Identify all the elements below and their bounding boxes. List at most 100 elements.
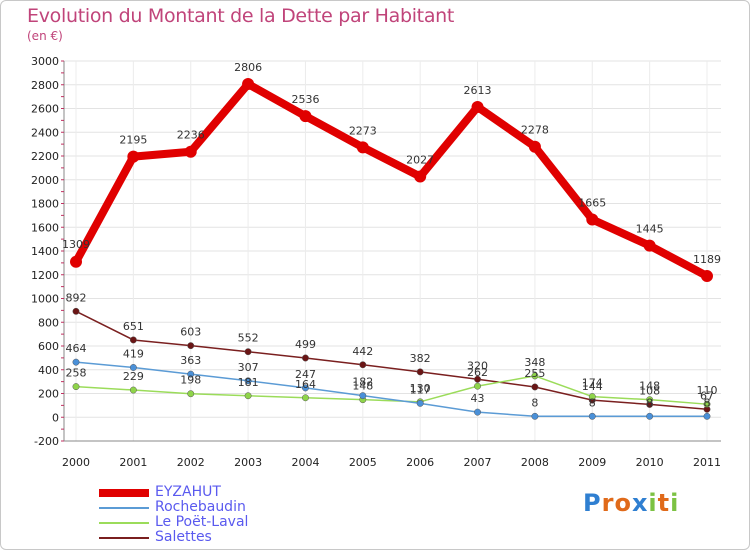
data-point <box>414 170 427 183</box>
data-label: 1189 <box>693 253 721 266</box>
x-tick-label: 2007 <box>464 456 492 469</box>
data-point <box>184 145 197 158</box>
data-point <box>187 390 195 398</box>
legend-item: EYZAHUT <box>99 484 319 500</box>
legend-label: EYZAHUT <box>155 484 221 500</box>
logo-letter: P <box>583 489 602 517</box>
legend-label: Rochebaudin <box>155 499 246 515</box>
data-label: 181 <box>238 376 259 389</box>
data-point <box>646 412 654 420</box>
y-tick-label: 0 <box>52 411 59 424</box>
data-point <box>244 348 252 356</box>
x-tick-label: 2004 <box>291 456 319 469</box>
y-tick-label: 1600 <box>31 221 59 234</box>
data-label: 552 <box>238 332 259 345</box>
x-tick-label: 2006 <box>406 456 434 469</box>
data-point <box>703 412 711 420</box>
data-point <box>244 392 252 400</box>
y-tick-label: 1400 <box>31 245 59 258</box>
logo-letter: o <box>614 489 632 517</box>
data-label: 348 <box>524 356 545 369</box>
data-label: 499 <box>295 338 316 351</box>
series-line-salettes <box>75 310 708 411</box>
logo-letter: i <box>670 489 680 517</box>
data-point <box>129 386 137 394</box>
data-label: 117 <box>410 383 431 396</box>
axis-layer: -200 0 200 400 600 800 1000 1200 1400 1600 1800 200… <box>31 55 721 469</box>
data-point <box>187 342 195 350</box>
legend-item: Le Poët-Laval <box>99 514 319 530</box>
data-label: 198 <box>180 374 201 387</box>
data-label: 464 <box>66 342 87 355</box>
x-tick-label: 2001 <box>119 456 147 469</box>
data-label: 229 <box>123 370 144 383</box>
data-label: 67 <box>700 389 714 402</box>
x-tick-label: 2000 <box>62 456 90 469</box>
data-label: 144 <box>582 380 603 393</box>
legend-swatch <box>99 522 149 524</box>
data-label: 2273 <box>349 124 377 137</box>
data-point <box>359 361 367 369</box>
legend-label: Le Poët-Laval <box>155 514 249 530</box>
data-point <box>187 370 195 378</box>
data-point <box>127 150 140 163</box>
data-label: 8 <box>531 396 538 409</box>
data-label: 419 <box>123 347 144 360</box>
data-point <box>70 255 82 268</box>
data-point <box>72 358 80 366</box>
y-tick-label: 3000 <box>31 55 59 68</box>
data-label: 307 <box>238 361 259 374</box>
data-label: 174 <box>582 377 603 390</box>
chart-subtitle: (en €) <box>27 29 63 43</box>
data-point <box>129 364 137 371</box>
x-tick-label: 2011 <box>693 456 721 469</box>
series-layer <box>70 78 713 420</box>
data-point <box>643 239 656 252</box>
data-point <box>471 100 484 113</box>
y-tick-label: 2400 <box>31 126 59 139</box>
data-point <box>701 270 713 283</box>
y-tick-label: 2600 <box>31 103 59 116</box>
series-line-rochebaudin <box>75 361 708 418</box>
data-label: 8 <box>704 396 711 409</box>
data-label: 258 <box>66 367 87 380</box>
legend-label: Salettes <box>155 529 212 545</box>
y-tick-label: 200 <box>38 388 59 401</box>
data-point <box>302 384 309 392</box>
data-label: 651 <box>123 320 144 333</box>
y-tick-label: 2200 <box>31 150 59 163</box>
data-point <box>244 377 252 385</box>
x-tick-label: 2010 <box>636 456 664 469</box>
data-label: 2613 <box>464 84 492 97</box>
data-point <box>531 412 539 420</box>
logo-letter: r <box>601 489 615 517</box>
data-label-layer: 892 651 603 552 499 442 382 320 255 144 108 67 258 22… <box>62 61 721 409</box>
logo-letter: x <box>631 489 649 517</box>
data-label: 892 <box>66 291 87 304</box>
x-tick-label: 2002 <box>177 456 205 469</box>
data-label: 2806 <box>234 61 262 74</box>
data-label: 2536 <box>291 93 319 106</box>
logo-letter: i <box>648 489 658 517</box>
data-label: 1309 <box>62 238 90 251</box>
data-label: 255 <box>524 367 545 380</box>
data-label: 2236 <box>177 129 205 142</box>
x-tick-label: 2005 <box>349 456 377 469</box>
data-point <box>531 383 539 391</box>
y-tick-label: 600 <box>38 340 59 353</box>
data-label: 1445 <box>636 223 664 236</box>
data-label: 108 <box>639 384 660 397</box>
data-point <box>242 78 255 91</box>
legend-swatch <box>99 537 149 539</box>
data-label: 262 <box>467 366 488 379</box>
data-point <box>586 213 599 226</box>
data-point <box>646 396 654 404</box>
data-label: 110 <box>697 384 718 397</box>
x-tick-label: 2008 <box>521 456 549 469</box>
data-label: 43 <box>471 392 485 405</box>
data-label: 2027 <box>406 154 434 167</box>
data-point <box>588 393 596 401</box>
data-label: 148 <box>639 380 660 393</box>
data-label: 130 <box>410 382 431 395</box>
